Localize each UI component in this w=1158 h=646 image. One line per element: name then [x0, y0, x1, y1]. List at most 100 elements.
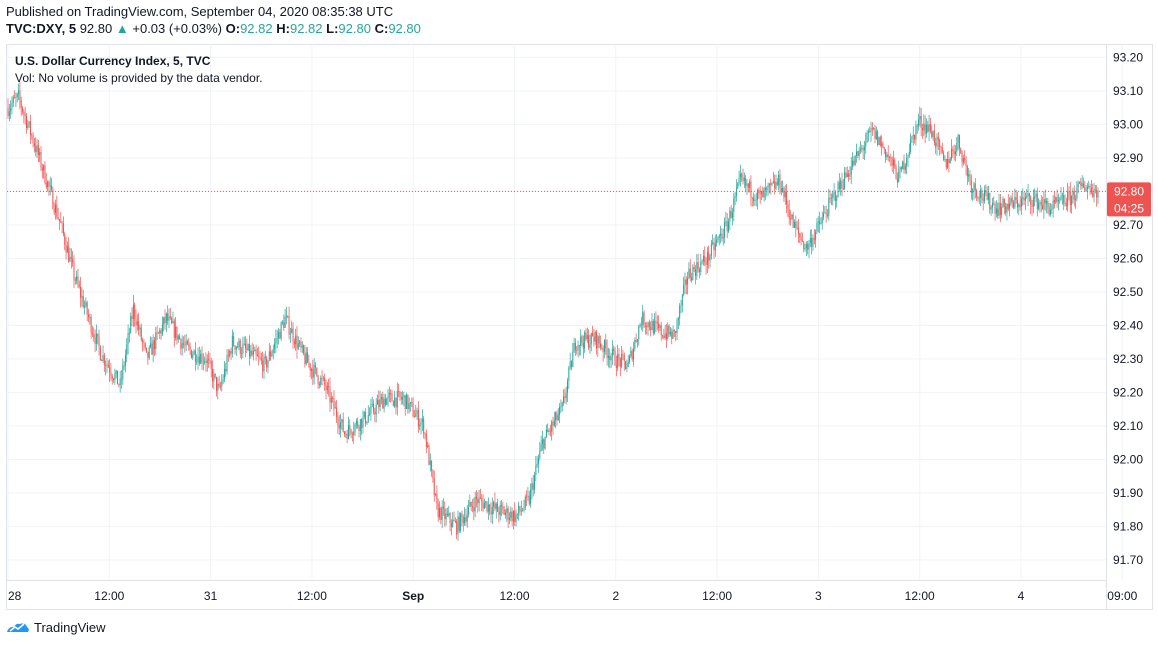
candle [660, 321, 662, 341]
candle [150, 336, 152, 349]
published-line: Published on TradingView.com, September … [6, 4, 394, 19]
candle [1069, 181, 1071, 213]
candle [167, 305, 169, 325]
candle [61, 220, 63, 233]
candle [564, 388, 566, 404]
candle [910, 133, 912, 154]
candle [43, 164, 45, 179]
price-badge-value: 92.80 [1114, 184, 1144, 198]
candle [291, 320, 293, 334]
candle [921, 123, 923, 139]
candle [437, 498, 439, 522]
candle [155, 327, 157, 355]
candle [110, 363, 112, 382]
candle [709, 253, 711, 268]
candle [812, 234, 814, 251]
candle [1081, 175, 1083, 190]
candle [774, 174, 776, 195]
candle [721, 228, 723, 242]
candle [39, 148, 41, 163]
candle [511, 507, 513, 527]
candle [225, 362, 227, 377]
candle [1005, 202, 1007, 216]
candle [18, 83, 20, 101]
candle [718, 233, 720, 246]
candle [33, 137, 35, 153]
candle [432, 469, 434, 483]
candle [523, 499, 525, 513]
candle [47, 180, 49, 192]
tradingview-logo[interactable]: TradingView [6, 619, 106, 635]
candle [400, 391, 402, 405]
candle [852, 152, 854, 170]
candle [288, 306, 290, 340]
candle [896, 172, 898, 188]
candle [19, 81, 21, 110]
candle [169, 307, 171, 320]
candle [184, 334, 186, 353]
candle [563, 389, 565, 406]
candle [159, 327, 161, 339]
candle [179, 333, 181, 340]
candle [185, 333, 187, 352]
ohlc-bar: TVC:DXY, 5 92.80 ▲ +0.03 (+0.03%) O:92.8… [6, 21, 421, 36]
candle [1032, 189, 1034, 214]
candle [788, 199, 790, 225]
candle [832, 190, 834, 206]
candle [73, 255, 75, 289]
candle [390, 389, 392, 403]
candle [1094, 184, 1096, 194]
candle [454, 517, 456, 524]
candle [957, 133, 959, 151]
candle [669, 326, 671, 337]
candle [581, 334, 583, 347]
candle [93, 327, 95, 342]
candle [81, 287, 83, 307]
candle [954, 145, 956, 162]
price-badge-countdown: 04:25 [1114, 201, 1144, 215]
candle [284, 309, 286, 328]
candle [1026, 189, 1028, 199]
candle [675, 330, 677, 342]
candle [102, 345, 104, 363]
candle [347, 416, 349, 440]
candle [193, 349, 195, 356]
candle [388, 386, 390, 403]
chart-container[interactable]: 93.20 93.10 93.00 92.90 92.80 92.70 92.60 92.50… [6, 44, 1153, 610]
candlestick-chart[interactable]: 93.20 93.10 93.00 92.90 92.80 92.70 92.60 92.50… [6, 44, 1153, 610]
candle [53, 202, 55, 216]
candle [782, 180, 784, 193]
candle [915, 120, 917, 146]
candle [1014, 188, 1016, 210]
candle [90, 314, 92, 339]
candle [321, 370, 323, 386]
candle [109, 359, 111, 383]
candle [189, 342, 191, 356]
candle [482, 494, 484, 512]
candle [341, 418, 343, 430]
candle [452, 512, 454, 528]
candle [820, 217, 822, 225]
candle [156, 325, 158, 341]
time-axis[interactable]: 28 12:00 31 12:00 Sep 12:00 2 12:00 3 12:00 4 09:00 [8, 589, 1138, 603]
candle [833, 182, 835, 201]
chart-frame [6, 44, 1153, 610]
candle [555, 411, 557, 429]
candle [984, 185, 986, 204]
candle [688, 262, 690, 280]
candle [1036, 187, 1038, 217]
candle [336, 399, 338, 423]
candle [904, 163, 906, 174]
candle [803, 241, 805, 253]
candle [367, 405, 369, 424]
candle [15, 92, 17, 108]
candle [801, 232, 803, 242]
candle [834, 190, 836, 210]
candle [710, 239, 712, 260]
candle [614, 346, 616, 367]
candle [899, 166, 901, 179]
candle [981, 187, 983, 204]
candle [902, 160, 904, 170]
candle [65, 236, 67, 260]
candle [882, 141, 884, 149]
